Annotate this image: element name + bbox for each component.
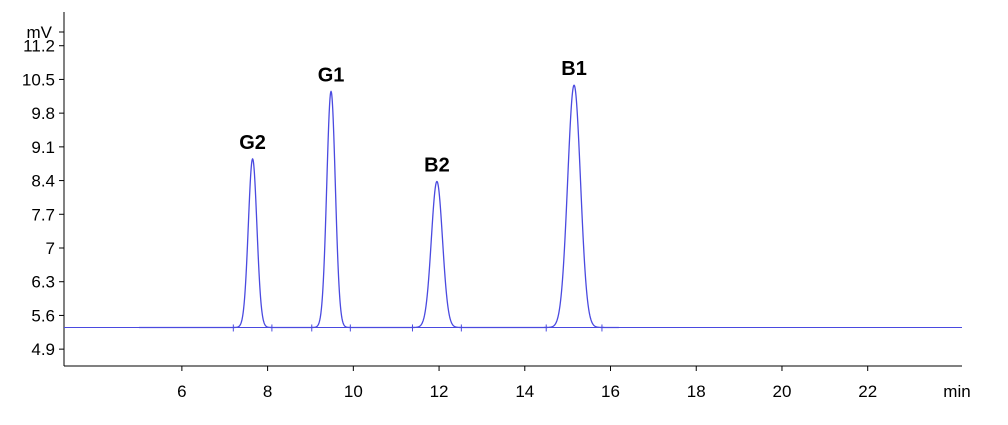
y-tick-label: 11.2 (23, 37, 55, 56)
y-axis-title: mV (27, 23, 53, 42)
peak-label: B1 (561, 58, 587, 80)
y-tick-label: 9.8 (31, 104, 55, 123)
x-tick-label: 12 (430, 382, 449, 401)
peak-label: G2 (239, 132, 266, 154)
x-axis-title: min (943, 382, 970, 401)
y-axis: mV 4.9 5.6 6.3 7 7.7 8.4 9.1 9.8 10.5 11.2 (22, 12, 65, 366)
x-tick-label: 22 (858, 382, 877, 401)
x-axis: min 6 8 10 12 14 16 18 20 22 (64, 365, 971, 401)
peak-labels: G2 G1 B2 B1 (239, 58, 587, 176)
x-tick-label: 16 (601, 382, 620, 401)
x-tick-label: 10 (344, 382, 363, 401)
y-tick-label: 7.7 (31, 205, 55, 224)
series-line (139, 84, 619, 329)
x-tick-label: 18 (687, 382, 706, 401)
x-tick-label: 6 (177, 382, 186, 401)
y-tick-label: 4.9 (31, 340, 55, 359)
peak-label: B2 (424, 155, 450, 177)
y-tick-label: 7 (46, 239, 55, 258)
y-tick-label: 6.3 (31, 273, 55, 292)
y-tick-label: 10.5 (22, 70, 55, 89)
x-tick-label: 14 (515, 382, 534, 401)
x-tick-label: 8 (263, 382, 272, 401)
x-tick-label: 20 (773, 382, 792, 401)
y-tick-label: 8.4 (31, 172, 55, 191)
trace-group (139, 84, 619, 332)
peak-label: G1 (318, 64, 345, 86)
y-tick-label: 9.1 (31, 138, 55, 157)
y-tick-label: 5.6 (31, 306, 55, 325)
